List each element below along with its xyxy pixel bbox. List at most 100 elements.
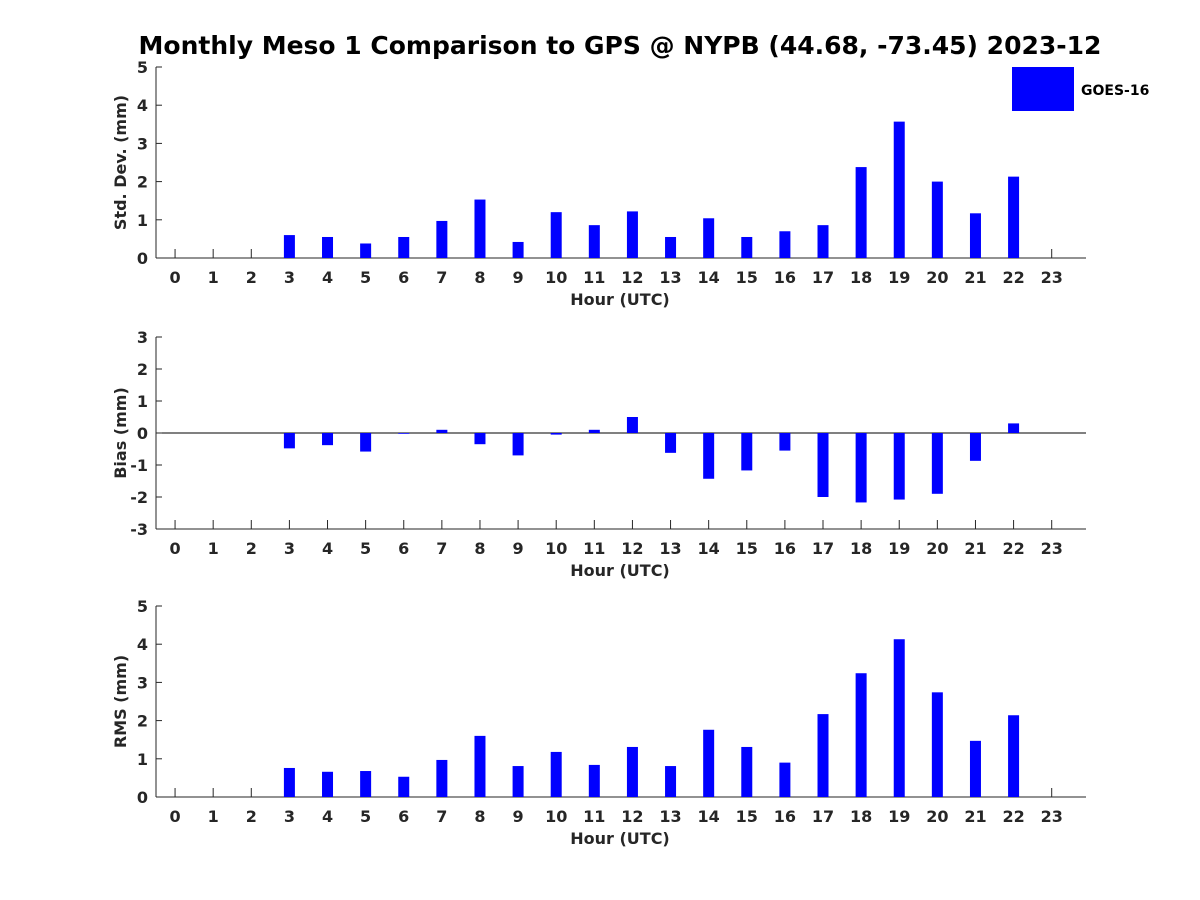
- bias-x-tick-label: 21: [964, 539, 986, 558]
- rms-bar: [626, 746, 638, 797]
- rms-y-tick-label: 1: [137, 750, 148, 769]
- rms-x-tick-label: 10: [545, 807, 567, 826]
- bias-x-axis-label: Hour (UTC): [570, 561, 670, 580]
- rms-x-tick-label: 5: [360, 807, 371, 826]
- rms-x-tick-label: 18: [850, 807, 872, 826]
- rms-bar: [283, 767, 295, 797]
- bias-x-tick-label: 11: [583, 539, 605, 558]
- rms-bar: [512, 766, 524, 797]
- bias-bar: [283, 433, 295, 449]
- rms-x-axis-label: Hour (UTC): [570, 829, 670, 848]
- legend-swatch: [1012, 67, 1074, 111]
- std-dev-x-tick-label: 10: [545, 268, 567, 287]
- rms-bar: [893, 639, 905, 797]
- std-dev-y-tick-label: 2: [137, 173, 148, 192]
- rms-x-tick-label: 1: [208, 807, 219, 826]
- rms-y-tick-label: 4: [137, 635, 148, 654]
- rms-x-tick-label: 9: [513, 807, 524, 826]
- std-dev-x-tick-label: 17: [812, 268, 834, 287]
- rms-x-tick-label: 0: [169, 807, 180, 826]
- bias-bar: [855, 433, 867, 503]
- rms-x-tick-label: 7: [436, 807, 447, 826]
- figure-title: Monthly Meso 1 Comparison to GPS @ NYPB …: [139, 31, 1102, 60]
- rms-x-tick-label: 8: [474, 807, 485, 826]
- rms-bar: [360, 771, 372, 797]
- std-dev-x-tick-label: 7: [436, 268, 447, 287]
- bias-x-tick-label: 9: [513, 539, 524, 558]
- rms-x-tick-label: 2: [246, 807, 257, 826]
- rms-x-tick-label: 4: [322, 807, 333, 826]
- rms-x-tick-label: 20: [926, 807, 948, 826]
- bias-bar: [817, 433, 829, 497]
- legend: GOES-16: [1012, 67, 1149, 111]
- rms-bar: [474, 735, 486, 797]
- bias-x-tick-label: 12: [621, 539, 643, 558]
- bias-bar: [360, 433, 372, 452]
- bias-x-tick-label: 1: [208, 539, 219, 558]
- std-dev-y-tick-label: 0: [137, 249, 148, 268]
- std-dev-x-tick-label: 6: [398, 268, 409, 287]
- rms-bar: [436, 759, 448, 797]
- bias-x-tick-label: 6: [398, 539, 409, 558]
- std-dev-bar: [665, 236, 677, 258]
- bias-y-tick-label: -3: [130, 520, 148, 539]
- std-dev-x-tick-label: 9: [513, 268, 524, 287]
- std-dev-bar: [893, 121, 905, 258]
- bias-bar: [512, 433, 524, 456]
- std-dev-x-tick-label: 5: [360, 268, 371, 287]
- std-dev-x-tick-label: 15: [736, 268, 758, 287]
- std-dev-bar: [1008, 176, 1020, 258]
- std-dev-bar: [855, 167, 867, 258]
- legend-label: GOES-16: [1081, 83, 1149, 99]
- bias-y-tick-label: 0: [137, 424, 148, 443]
- bias-bar: [436, 429, 448, 433]
- bias-bar: [893, 433, 905, 500]
- std-dev-bar: [969, 213, 981, 258]
- rms-y-tick-label: 3: [137, 673, 148, 692]
- rms-bar: [550, 751, 562, 797]
- bias-bar: [398, 433, 410, 434]
- rms-bar: [969, 740, 981, 797]
- rms-x-tick-label: 15: [736, 807, 758, 826]
- bias-bar: [931, 433, 943, 494]
- std-dev-x-tick-label: 22: [1002, 268, 1024, 287]
- rms-bar: [855, 673, 867, 797]
- rms-bar: [665, 766, 677, 797]
- bias-x-tick-label: 7: [436, 539, 447, 558]
- std-dev-x-axis-label: Hour (UTC): [570, 290, 670, 309]
- std-dev-x-tick-label: 21: [964, 268, 986, 287]
- std-dev-x-tick-label: 0: [169, 268, 180, 287]
- std-dev-y-axis-label: Std. Dev. (mm): [111, 95, 130, 230]
- std-dev-bar: [322, 236, 334, 258]
- bias-y-tick-label: 2: [137, 360, 148, 379]
- bias-x-tick-label: 0: [169, 539, 180, 558]
- std-dev-y-tick-label: 4: [137, 96, 148, 115]
- std-dev-x-tick-label: 23: [1041, 268, 1063, 287]
- rms-y-axis-label: RMS (mm): [111, 655, 130, 748]
- std-dev-x-tick-label: 2: [246, 268, 257, 287]
- rms-x-tick-label: 19: [888, 807, 910, 826]
- bias-x-tick-label: 3: [284, 539, 295, 558]
- std-dev-x-tick-label: 19: [888, 268, 910, 287]
- bias-x-tick-label: 5: [360, 539, 371, 558]
- rms-x-tick-label: 21: [964, 807, 986, 826]
- std-dev-x-tick-label: 13: [659, 268, 681, 287]
- bias-x-tick-label: 19: [888, 539, 910, 558]
- bias-x-tick-label: 15: [736, 539, 758, 558]
- bias-y-tick-label: -1: [130, 456, 148, 475]
- bias-x-tick-label: 2: [246, 539, 257, 558]
- std-dev-bar: [626, 211, 638, 258]
- rms-x-tick-label: 23: [1041, 807, 1063, 826]
- rms-y-tick-label: 5: [137, 597, 148, 616]
- bias-y-axis-label: Bias (mm): [111, 387, 130, 479]
- std-dev-bar: [550, 212, 562, 258]
- bias-x-tick-label: 22: [1002, 539, 1024, 558]
- bias-x-tick-label: 13: [659, 539, 681, 558]
- bias-x-tick-label: 16: [774, 539, 796, 558]
- rms-x-tick-label: 6: [398, 807, 409, 826]
- std-dev-y-tick-label: 5: [137, 58, 148, 77]
